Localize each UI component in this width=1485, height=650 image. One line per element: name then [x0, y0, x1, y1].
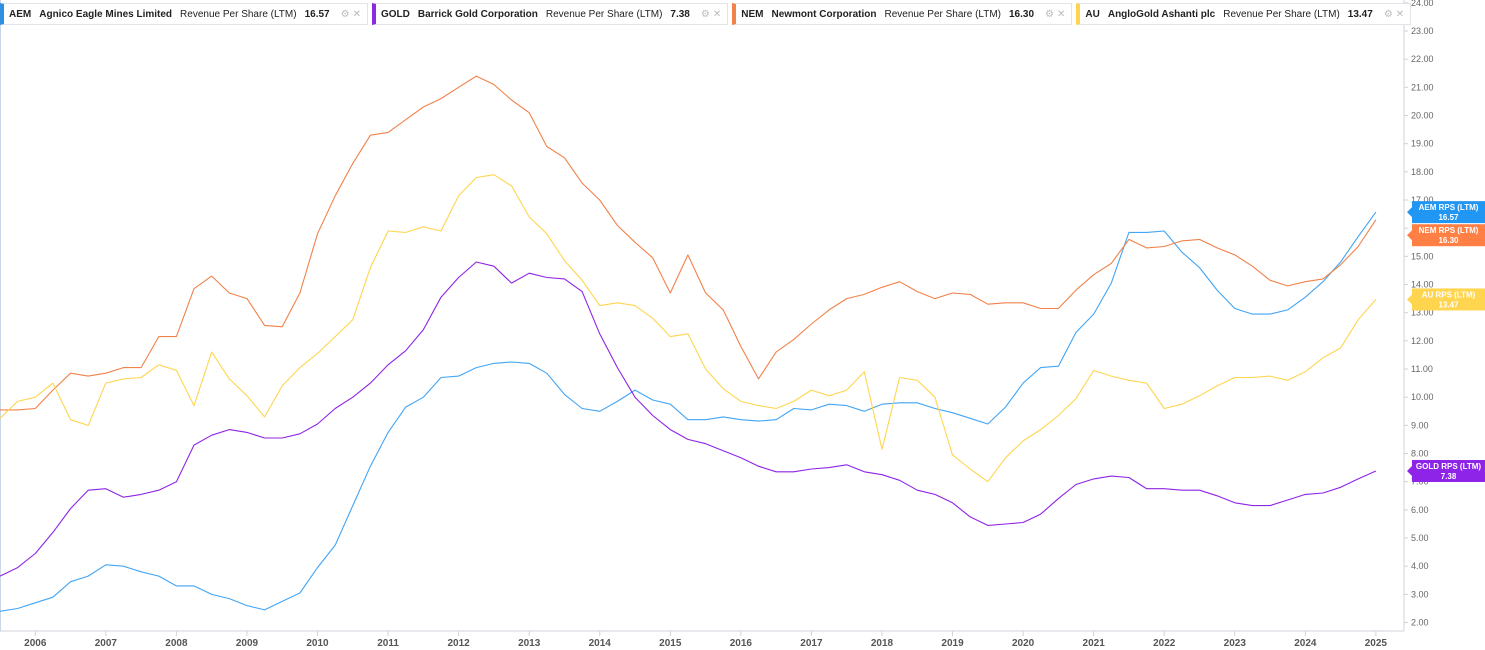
- legend-metric: Revenue Per Share (LTM): [884, 8, 1001, 20]
- y-tick-label: 21.00: [1411, 82, 1434, 92]
- close-icon[interactable]: ✕: [1395, 8, 1405, 20]
- legend-ticker: NEM: [741, 8, 764, 20]
- y-tick-label: 2.00: [1411, 618, 1429, 628]
- x-axis: 2006 2007 2008 2009 2010 2011 2012 2013 2014 2015…: [24, 631, 1387, 649]
- value-tag-pointer: [1407, 230, 1412, 241]
- x-tick-label: 2006: [24, 638, 47, 649]
- value-tag-value: 13.47: [1438, 300, 1459, 309]
- x-tick-label: 2021: [1083, 638, 1106, 649]
- y-tick-label: 23.00: [1411, 26, 1434, 36]
- x-tick-label: 2018: [871, 638, 894, 649]
- legend-value: 7.38: [670, 8, 690, 20]
- x-tick-label: 2007: [95, 638, 118, 649]
- value-tag-label: AEM RPS (LTM): [1419, 203, 1479, 212]
- x-tick-label: 2012: [448, 638, 471, 649]
- x-tick-label: 2023: [1224, 638, 1247, 649]
- legend-ticker: AU: [1085, 8, 1100, 20]
- x-tick-label: 2020: [1012, 638, 1035, 649]
- x-tick-label: 2010: [306, 638, 329, 649]
- legend-company: AngloGold Ashanti plc: [1107, 8, 1216, 20]
- y-tick-label: 17.00: [1411, 195, 1434, 205]
- x-tick-label: 2008: [165, 638, 188, 649]
- value-tag-pointer: [1407, 207, 1412, 218]
- value-tag-value: 16.57: [1438, 213, 1459, 222]
- legend-company: Newmont Corporation: [771, 8, 877, 20]
- y-axis: 2.003.004.005.006.007.008.009.0010.0011.…: [1404, 0, 1434, 628]
- series-layer: [0, 75, 1377, 612]
- series-line-au[interactable]: [0, 174, 1377, 483]
- value-tag: GOLD RPS (LTM)7.38: [1407, 459, 1485, 482]
- y-tick-label: 24.00: [1411, 0, 1434, 8]
- legend-metric: Revenue Per Share (LTM): [180, 8, 297, 20]
- legend-metric: Revenue Per Share (LTM): [1223, 8, 1340, 20]
- value-tag-value: 16.30: [1438, 236, 1459, 245]
- x-tick-label: 2022: [1153, 638, 1176, 649]
- y-tick-label: 20.00: [1411, 110, 1434, 120]
- value-tag: AU RPS (LTM)13.47: [1407, 288, 1485, 311]
- y-tick-label: 8.00: [1411, 449, 1429, 459]
- legend: AEM Agnico Eagle Mines Limited Revenue Per…: [0, 3, 1412, 25]
- y-tick-label: 12.00: [1411, 336, 1434, 346]
- value-tag-label: AU RPS (LTM): [1422, 290, 1476, 299]
- x-tick-label: 2013: [518, 638, 541, 649]
- legend-item-gold[interactable]: GOLD Barrick Gold Corporation Revenue Per …: [371, 3, 729, 25]
- legend-company: Agnico Eagle Mines Limited: [39, 8, 173, 20]
- legend-company: Barrick Gold Corporation: [417, 8, 538, 20]
- value-tag-pointer: [1407, 465, 1412, 476]
- legend-item-aem[interactable]: AEM Agnico Eagle Mines Limited Revenue Per…: [0, 3, 368, 25]
- legend-value: 16.57: [304, 8, 330, 20]
- y-tick-label: 14.00: [1411, 280, 1434, 290]
- x-tick-label: 2015: [659, 638, 682, 649]
- series-line-nem[interactable]: [0, 75, 1377, 411]
- value-tag-value: 7.38: [1441, 472, 1457, 481]
- x-tick-label: 2016: [730, 638, 753, 649]
- y-tick-label: 22.00: [1411, 54, 1434, 64]
- x-tick-label: 2011: [377, 638, 399, 649]
- legend-value: 13.47: [1347, 8, 1373, 20]
- y-tick-label: 3.00: [1411, 589, 1429, 599]
- legend-item-au[interactable]: AU AngloGold Ashanti plc Revenue Per Share…: [1076, 3, 1412, 25]
- legend-metric: Revenue Per Share (LTM): [545, 8, 663, 20]
- value-tag: AEM RPS (LTM)16.57: [1407, 201, 1485, 224]
- value-tag: NEM RPS (LTM)16.30: [1407, 224, 1485, 247]
- y-tick-label: 5.00: [1411, 533, 1429, 543]
- y-tick-label: 19.00: [1411, 139, 1434, 149]
- value-tag-box: [1412, 288, 1485, 311]
- value-tag-label: GOLD RPS (LTM): [1416, 462, 1482, 471]
- value-tag-label: NEM RPS (LTM): [1419, 226, 1479, 235]
- x-tick-label: 2014: [589, 638, 612, 649]
- x-tick-label: 2017: [800, 638, 823, 649]
- close-icon[interactable]: ✕: [712, 8, 722, 20]
- settings-icon[interactable]: ⚙: [700, 8, 710, 20]
- y-tick-label: 9.00: [1411, 420, 1429, 430]
- settings-icon[interactable]: ⚙: [1383, 8, 1393, 20]
- value-tag-pointer: [1407, 294, 1412, 305]
- value-tag-box: [1412, 201, 1485, 224]
- y-tick-label: 18.00: [1411, 167, 1434, 177]
- legend-item-nem[interactable]: NEM Newmont Corporation Revenue Per Share …: [732, 3, 1073, 25]
- legend-ticker: GOLD: [380, 8, 410, 20]
- value-tag-box: [1412, 459, 1485, 482]
- close-icon[interactable]: ✕: [1057, 8, 1066, 20]
- series-line-aem[interactable]: [0, 211, 1377, 612]
- x-tick-label: 2025: [1365, 638, 1388, 649]
- series-line-gold[interactable]: [0, 261, 1377, 577]
- y-tick-label: 11.00: [1411, 364, 1433, 374]
- y-tick-label: 6.00: [1411, 505, 1429, 515]
- legend-value: 16.30: [1009, 8, 1035, 20]
- settings-icon[interactable]: ⚙: [340, 8, 350, 20]
- close-icon[interactable]: ✕: [352, 8, 361, 20]
- y-tick-label: 10.00: [1411, 392, 1434, 402]
- x-tick-label: 2019: [941, 638, 964, 649]
- x-tick-label: 2009: [236, 638, 259, 649]
- x-tick-label: 2024: [1294, 638, 1317, 649]
- settings-icon[interactable]: ⚙: [1045, 8, 1054, 20]
- y-tick-label: 15.00: [1411, 251, 1434, 261]
- legend-ticker: AEM: [9, 8, 32, 20]
- y-tick-label: 4.00: [1411, 561, 1429, 571]
- value-tag-box: [1412, 224, 1485, 247]
- y-tick-label: 13.00: [1411, 308, 1434, 318]
